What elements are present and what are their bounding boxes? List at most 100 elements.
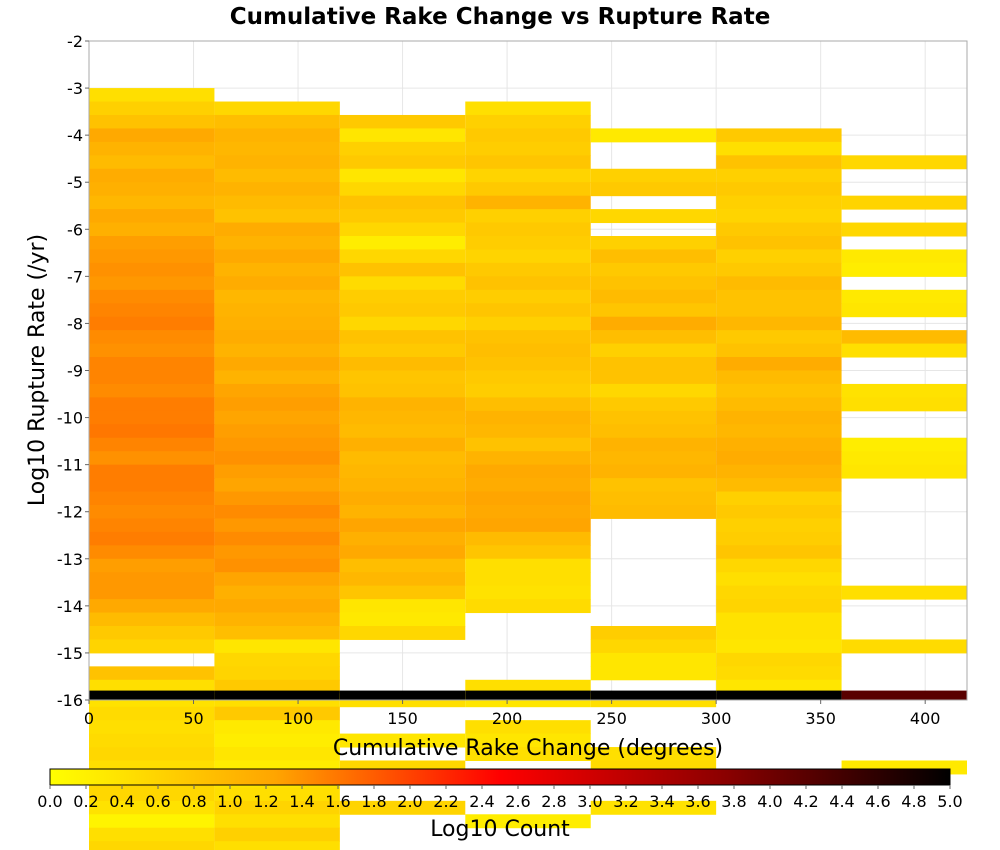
heatmap-cell: [590, 236, 717, 250]
heatmap-cell: [89, 383, 215, 398]
heatmap-cell: [89, 276, 215, 291]
heatmap-cell: [89, 168, 215, 183]
heatmap-cell: [841, 451, 967, 466]
heatmap-cell: [89, 545, 215, 560]
colorbar-tick-label: 1.8: [361, 792, 386, 811]
colorbar-tick-label: 5.0: [937, 792, 962, 811]
heatmap-cell: [214, 155, 340, 170]
heatmap-cell: [89, 343, 215, 358]
heatmap-cell: [465, 289, 591, 304]
colorbar-tick-label: 1.0: [217, 792, 242, 811]
heatmap-cell: [590, 504, 717, 519]
heatmap-cell: [465, 276, 591, 291]
y-axis-ticks: -2 -3 -4 -5 -6 -7 -8 -9 -10 -11 -12 -13 -14 -15 -16: [57, 32, 89, 710]
colorbar-tick-label: 4.6: [865, 792, 890, 811]
heatmap-cell: [89, 88, 215, 103]
heatmap-cell: [214, 276, 340, 291]
heatmap-cell: [716, 168, 842, 183]
heatmap-cell: [339, 504, 466, 519]
heatmap-cell: [339, 383, 466, 398]
heatmap-cell: [214, 451, 340, 466]
heatmap-cell: [465, 370, 591, 385]
heatmap-cell: [465, 155, 591, 170]
heatmap-cell: [339, 733, 466, 748]
x-tick-label: 200: [492, 709, 523, 728]
heatmap-cell: [339, 424, 466, 439]
heatmap-cell: [590, 626, 717, 640]
heatmap-cell: [841, 639, 967, 654]
heatmap-cell: [214, 289, 340, 304]
heatmap-cell: [89, 491, 215, 506]
heatmap-cell: [590, 639, 717, 654]
colorbar-tick-label: 0.6: [145, 792, 170, 811]
heatmap-cell: [339, 236, 466, 250]
heatmap-cell: [339, 249, 466, 264]
heatmap-cell: [716, 478, 842, 493]
heatmap-cell: [214, 437, 340, 452]
heatmap-cell: [339, 289, 466, 304]
heatmap-cell: [590, 128, 717, 143]
heatmap-cell: [89, 249, 215, 264]
heatmap-cell: [89, 585, 215, 600]
heatmap-cell: [89, 155, 215, 170]
heatmap-cell: [590, 330, 717, 345]
heatmap-cell: [214, 249, 340, 264]
heatmap-cell: [339, 316, 466, 331]
heatmap-cell: [339, 626, 466, 640]
heatmap-cell: [89, 330, 215, 345]
colorbar-tick-label: 0.8: [181, 792, 206, 811]
heatmap-cell: [89, 397, 215, 412]
heatmap-cell: [716, 626, 842, 640]
heatmap-cell: [465, 599, 591, 614]
heatmap-cell: [89, 141, 215, 156]
heatmap-cell: [89, 424, 215, 439]
y-tick-label: -4: [67, 126, 83, 145]
heatmap-cell: [716, 262, 842, 277]
heatmap-cell: [465, 330, 591, 345]
heatmap-cell: [214, 370, 340, 385]
heatmap-cell: [339, 491, 466, 506]
heatmap-cell: [590, 424, 717, 439]
heatmap-cell: [214, 464, 340, 479]
heatmap-cell: [590, 168, 717, 183]
heatmap-cell: [465, 545, 591, 560]
colorbar-tick-label: 4.0: [757, 792, 782, 811]
heatmap-cell: [214, 585, 340, 600]
heatmap-cell: [89, 316, 215, 331]
heatmap-cell: [89, 612, 215, 627]
heatmap-cell: [89, 236, 215, 250]
heatmap-cell: [339, 222, 466, 237]
heatmap-cell: [590, 491, 717, 506]
heatmap-cell: [89, 209, 215, 224]
heatmap-cell: [716, 531, 842, 546]
heatmap-cell: [89, 518, 215, 533]
x-tick-label: 100: [283, 709, 314, 728]
colorbar-tick-label: 1.4: [289, 792, 314, 811]
heatmap-cell: [590, 289, 717, 304]
heatmap-cell: [590, 800, 717, 815]
heatmap-cell: [716, 424, 842, 439]
heatmap-cell: [841, 262, 967, 277]
heatmap-cell: [841, 249, 967, 264]
heatmap-cell: [465, 195, 591, 210]
colorbar-tick-label: 1.2: [253, 792, 278, 811]
heatmap-cell: [465, 236, 591, 250]
heatmap-cell: [590, 209, 717, 224]
y-tick-label: -8: [67, 314, 83, 333]
heatmap-cell: [590, 370, 717, 385]
colorbar-tick-label: 3.0: [577, 792, 602, 811]
heatmap-cell: [590, 464, 717, 479]
heatmap-cell: [716, 451, 842, 466]
heatmap-cell: [89, 679, 215, 694]
x-axis-label: Cumulative Rake Change (degrees): [333, 736, 723, 761]
heatmap-cell: [590, 249, 717, 264]
heatmap-cell: [716, 639, 842, 654]
heatmap-cell: [465, 222, 591, 237]
heatmap-cell: [214, 195, 340, 210]
heatmap-cell: [716, 437, 842, 452]
colorbar-tick-label: 0.4: [109, 792, 134, 811]
heatmap-cell: [465, 747, 591, 761]
heatmap-cell: [590, 316, 717, 331]
heatmap-cell: [465, 424, 591, 439]
heatmap-cell: [89, 747, 215, 761]
